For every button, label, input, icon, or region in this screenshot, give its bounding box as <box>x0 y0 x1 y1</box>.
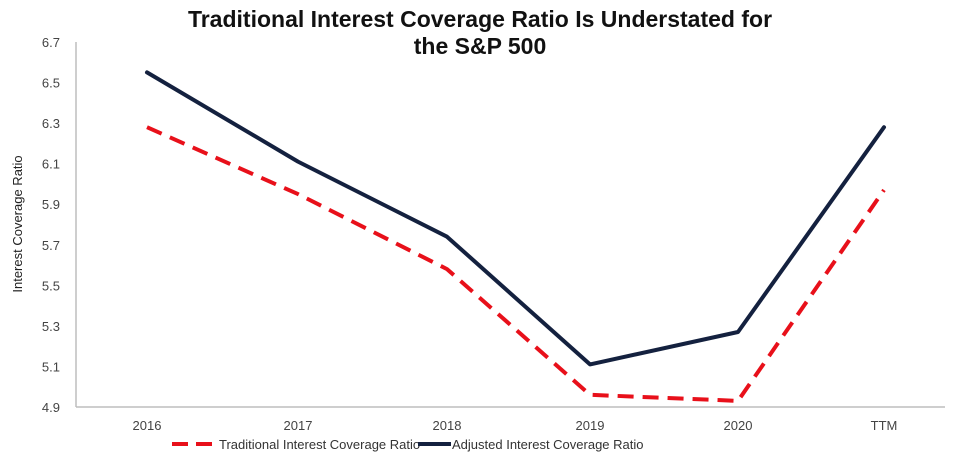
x-tick-label: 2020 <box>724 418 753 433</box>
x-tick-label: 2016 <box>133 418 162 433</box>
x-tick-label: 2018 <box>433 418 462 433</box>
y-tick-label: 5.3 <box>42 319 60 334</box>
x-tick-label: 2017 <box>284 418 313 433</box>
y-tick-label: 6.5 <box>42 76 60 91</box>
x-tick-label: TTM <box>871 418 898 433</box>
y-tick-label: 6.3 <box>42 116 60 131</box>
y-tick-label: 6.1 <box>42 157 60 172</box>
y-tick-label: 5.7 <box>42 238 60 253</box>
legend-label-traditional: Traditional Interest Coverage Ratio <box>219 437 420 452</box>
chart-title-line-2: the S&P 500 <box>413 33 547 59</box>
chart-title-line-1: Traditional Interest Coverage Ratio Is U… <box>187 6 773 32</box>
legend: Traditional Interest Coverage Ratio Adju… <box>172 437 644 452</box>
y-tick-label: 5.5 <box>42 278 60 293</box>
series-line-adjusted <box>145 70 886 367</box>
y-axis-label: Interest Coverage Ratio <box>10 155 25 292</box>
x-tick-label: 2019 <box>576 418 605 433</box>
y-tick-label: 5.1 <box>42 359 60 374</box>
series-line-traditional <box>146 125 886 403</box>
chart-title: Traditional Interest Coverage Ratio Is U… <box>0 6 960 60</box>
y-tick-label: 6.7 <box>42 35 60 50</box>
y-tick-label: 5.9 <box>42 197 60 212</box>
legend-label-adjusted: Adjusted Interest Coverage Ratio <box>452 437 644 452</box>
y-tick-label: 4.9 <box>42 400 60 415</box>
